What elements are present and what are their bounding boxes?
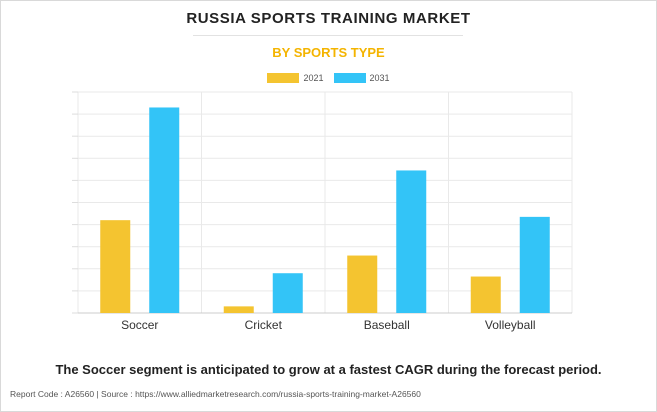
chart-title: RUSSIA SPORTS TRAINING MARKET [186, 10, 471, 27]
bar-2031-volleyball [519, 216, 550, 313]
chart-caption: The Soccer segment is anticipated to gro… [55, 362, 602, 377]
bar-2031-cricket [272, 273, 303, 313]
legend-swatch-2021 [267, 73, 300, 83]
legend-item-2021: 2021 [267, 73, 324, 83]
report-footer: Report Code : A26560 | Source : https://… [10, 389, 421, 399]
bar-2031-baseball [396, 170, 427, 313]
bar-2021-baseball [347, 255, 378, 313]
bar-2031-soccer [149, 107, 180, 313]
legend-swatch-2031 [333, 73, 366, 83]
bar-2021-volleyball [470, 276, 501, 313]
bar-2021-cricket [223, 306, 254, 313]
legend-label-2031: 2031 [369, 73, 390, 83]
x-tick-label: Cricket [245, 318, 283, 332]
title-divider [193, 35, 463, 36]
x-tick-label: Soccer [121, 318, 158, 332]
legend-item-2031: 2031 [333, 73, 390, 83]
legend-label-2021: 2021 [303, 73, 324, 83]
chart-subtitle: BY SPORTS TYPE [272, 45, 385, 60]
chart-legend: 2021 2031 [0, 73, 657, 83]
x-tick-label: Volleyball [485, 318, 536, 332]
bar-2021-soccer [100, 220, 131, 313]
x-tick-label: Baseball [364, 318, 410, 332]
